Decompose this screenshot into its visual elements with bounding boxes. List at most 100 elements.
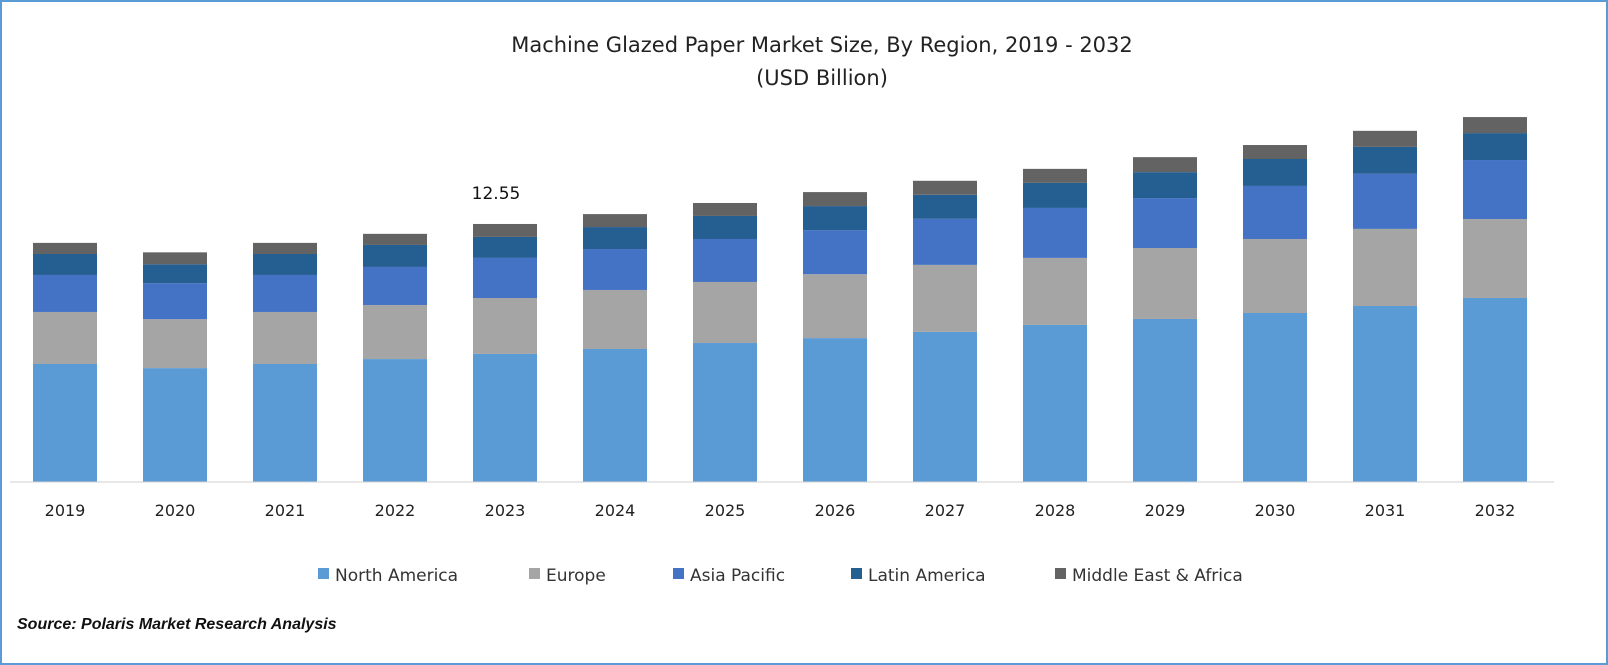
bar-segment-europe-2029: [1133, 248, 1197, 319]
chart-title: Machine Glazed Paper Market Size, By Reg…: [511, 33, 1133, 57]
bar-segment-latin-america-2032: [1463, 133, 1527, 161]
x-tick-label: 2031: [1365, 501, 1406, 520]
legend-item: Latin America: [851, 566, 986, 586]
x-tick-label: 2028: [1035, 501, 1076, 520]
bar-segment-latin-america-2020: [143, 264, 207, 284]
bar-segment-north-america-2030: [1243, 312, 1307, 482]
bar-segment-europe-2023: [473, 297, 537, 354]
bar-segment-europe-2028: [1023, 257, 1087, 325]
bar-segment-latin-america-2022: [363, 244, 427, 267]
bar-segment-asia-pacific-2023: [473, 257, 537, 298]
bar-segment-europe-2025: [693, 281, 757, 344]
legend-label: North America: [335, 566, 458, 586]
bar-segment-asia-pacific-2027: [913, 218, 977, 265]
bar-segment-latin-america-2023: [473, 236, 537, 258]
legend-label: Middle East & Africa: [1072, 566, 1243, 586]
bar-segment-latin-america-2021: [253, 253, 317, 275]
legend-item: North America: [318, 566, 458, 586]
bar-segment-europe-2021: [253, 311, 317, 364]
legend-item: Asia Pacific: [673, 566, 785, 586]
x-tick-label: 2020: [155, 501, 196, 520]
legend-label: Latin America: [868, 566, 986, 586]
bar-segment-north-america-2020: [143, 368, 207, 482]
bar-segment-middle-east-africa-2031: [1353, 130, 1417, 147]
bar-segment-north-america-2019: [33, 363, 97, 482]
bar-segment-europe-2032: [1463, 219, 1527, 298]
bar-segment-latin-america-2028: [1023, 182, 1087, 208]
bar-segment-north-america-2027: [913, 331, 977, 482]
x-tick-label: 2024: [595, 501, 636, 520]
bar-segment-asia-pacific-2028: [1023, 207, 1087, 258]
legend-swatch: [529, 568, 540, 579]
x-tick-label: 2030: [1255, 501, 1296, 520]
bar-segment-north-america-2022: [363, 359, 427, 482]
bar-segment-middle-east-africa-2030: [1243, 145, 1307, 160]
legend-swatch: [318, 568, 329, 579]
bar-segment-middle-east-africa-2023: [473, 223, 537, 237]
bar-segment-north-america-2031: [1353, 306, 1417, 482]
legend-item: Middle East & Africa: [1055, 566, 1243, 586]
bar-segment-middle-east-africa-2029: [1133, 157, 1197, 173]
bar-segment-middle-east-africa-2020: [143, 252, 207, 265]
bar-segment-asia-pacific-2031: [1353, 173, 1417, 229]
x-tick-label: 2022: [375, 501, 416, 520]
bar-segment-asia-pacific-2021: [253, 274, 317, 312]
bar-segment-asia-pacific-2029: [1133, 198, 1197, 249]
bar-segment-asia-pacific-2020: [143, 283, 207, 320]
bar-segment-middle-east-africa-2021: [253, 242, 317, 254]
x-tick-label: 2027: [925, 501, 966, 520]
bar-segment-latin-america-2030: [1243, 159, 1307, 186]
legend-swatch: [851, 568, 862, 579]
bar-segment-north-america-2028: [1023, 324, 1087, 482]
bar-segment-middle-east-africa-2022: [363, 233, 427, 245]
x-tick-label: 2019: [45, 501, 86, 520]
bar-segment-europe-2031: [1353, 228, 1417, 307]
bar-segment-europe-2024: [583, 289, 647, 349]
legend-item: Europe: [529, 566, 606, 586]
bar-segment-middle-east-africa-2026: [803, 192, 867, 207]
bar-segment-europe-2020: [143, 319, 207, 369]
bar-segment-middle-east-africa-2019: [33, 242, 97, 254]
bar-segment-asia-pacific-2024: [583, 249, 647, 290]
bar-segment-north-america-2025: [693, 343, 757, 482]
bar-segment-europe-2030: [1243, 238, 1307, 313]
bar-segment-asia-pacific-2032: [1463, 160, 1527, 220]
bar-segment-latin-america-2025: [693, 215, 757, 239]
legend-label: Europe: [546, 566, 606, 586]
data-label: 12.55: [472, 184, 521, 204]
bar-segment-europe-2019: [33, 311, 97, 364]
bar-segment-asia-pacific-2026: [803, 230, 867, 275]
legend-swatch: [673, 568, 684, 579]
x-tick-label: 2023: [485, 501, 526, 520]
bar-segment-middle-east-africa-2032: [1463, 117, 1527, 134]
bar-segment-europe-2022: [363, 304, 427, 360]
legend-label: Asia Pacific: [690, 566, 785, 586]
x-tick-label: 2026: [815, 501, 856, 520]
x-tick-label: 2021: [265, 501, 306, 520]
bar-segment-latin-america-2026: [803, 206, 867, 231]
bar-segment-middle-east-africa-2028: [1023, 168, 1087, 183]
bar-segment-middle-east-africa-2025: [693, 203, 757, 216]
source-note: Source: Polaris Market Research Analysis: [17, 616, 337, 633]
bar-segment-north-america-2032: [1463, 297, 1527, 482]
bar-segment-asia-pacific-2025: [693, 238, 757, 282]
bar-segment-middle-east-africa-2024: [583, 214, 647, 228]
x-tick-label: 2029: [1145, 501, 1186, 520]
bar-segment-north-america-2029: [1133, 318, 1197, 482]
x-tick-label: 2025: [705, 501, 746, 520]
bar-segment-asia-pacific-2022: [363, 266, 427, 305]
bar-segment-asia-pacific-2030: [1243, 185, 1307, 239]
bar-segment-latin-america-2024: [583, 227, 647, 250]
bar-segment-middle-east-africa-2027: [913, 180, 977, 195]
bar-segment-north-america-2024: [583, 348, 647, 482]
bar-segment-latin-america-2031: [1353, 146, 1417, 174]
legend-swatch: [1055, 568, 1066, 579]
bar-segment-europe-2027: [913, 264, 977, 332]
chart-subtitle: (USD Billion): [756, 66, 888, 90]
bar-segment-north-america-2023: [473, 353, 537, 482]
bar-segment-north-america-2026: [803, 338, 867, 482]
x-tick-label: 2032: [1475, 501, 1516, 520]
bar-segment-europe-2026: [803, 274, 867, 339]
